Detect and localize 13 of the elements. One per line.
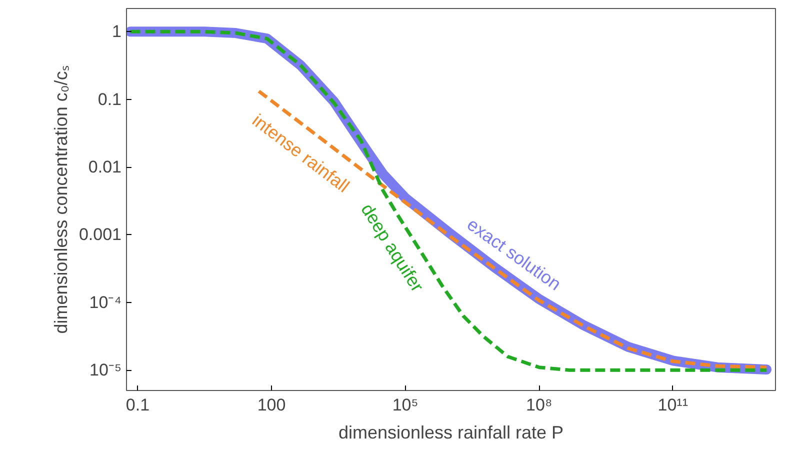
x-tick-label: 10⁵ <box>392 396 418 414</box>
x-tick-label: 10¹¹ <box>658 396 688 414</box>
y-axis-title: dimensionless concentration c₀/cₛ <box>50 65 71 334</box>
x-tick-label: 100 <box>257 396 286 414</box>
y-tick-label: 1 <box>112 22 122 42</box>
y-tick-label: 10⁻⁴ <box>89 292 122 312</box>
x-tick-label: 0.1 <box>126 396 150 414</box>
y-tick-label: 0.01 <box>88 158 122 177</box>
y-tick-label: 0.1 <box>98 90 122 109</box>
x-tick-label: 10⁸ <box>526 396 552 414</box>
y-tick-label: 0.001 <box>78 225 122 244</box>
y-tick-label: 10⁻⁵ <box>90 360 122 380</box>
x-axis-title: dimensionless rainfall rate P <box>338 422 564 442</box>
